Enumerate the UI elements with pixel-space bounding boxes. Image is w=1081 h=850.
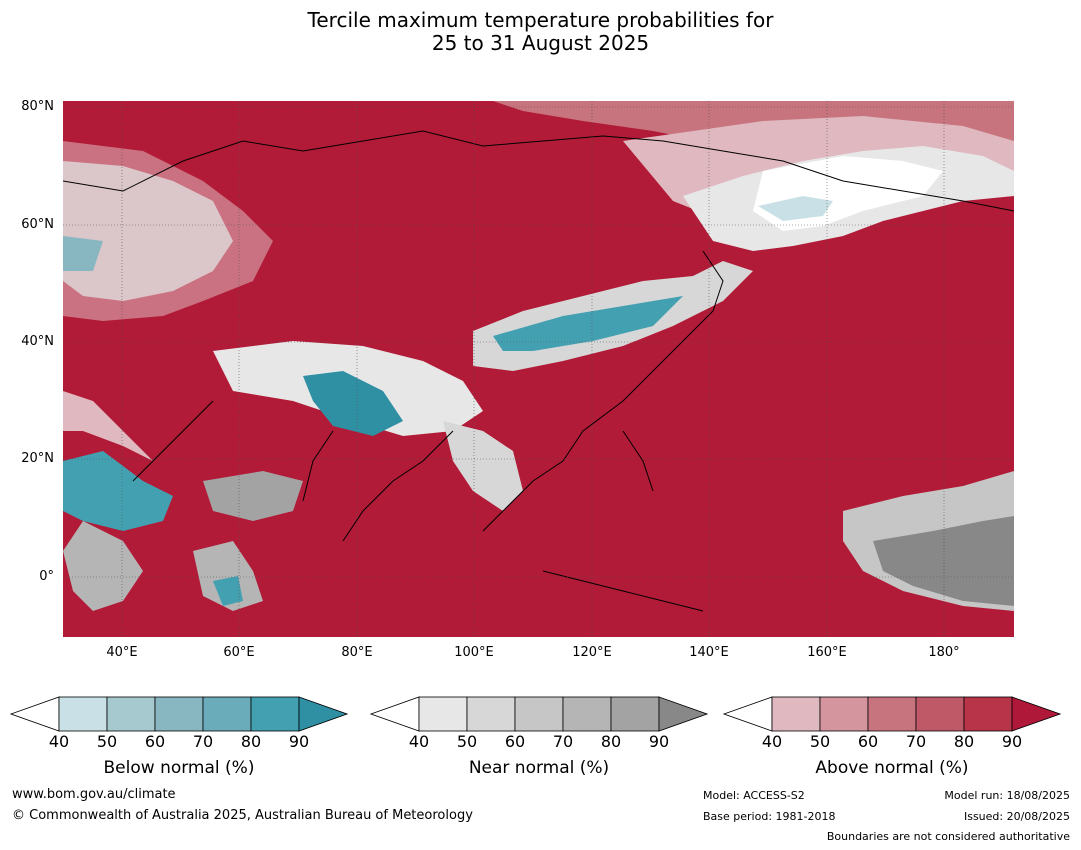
graticule: [63, 101, 1014, 637]
cb-below-seg-4: [202, 696, 252, 732]
model-text: Model: ACCESS-S2: [703, 789, 805, 802]
cb-above-seg-4: [915, 696, 965, 732]
lon-label-60e: 60°E: [223, 645, 255, 660]
copyright-text: © Commonwealth of Australia 2025, Austra…: [12, 808, 473, 823]
cb-near-seg-4: [562, 696, 612, 732]
issued-text: Issued: 20/08/2025: [963, 810, 1070, 823]
below-normal-mongolia: [493, 296, 683, 351]
colorbar-above-ticks: 40 50 60 70 80 90: [723, 732, 1061, 752]
probability-map: [63, 101, 1014, 637]
light-west-russia: [63, 141, 273, 321]
lat-label-80n: 80°N: [21, 99, 54, 114]
cb-above-seg-1: [771, 696, 821, 732]
cb-below-tick: 50: [96, 732, 118, 751]
colorbar-near-name: Near normal (%): [468, 758, 610, 778]
cb-above-tick: 50: [809, 732, 831, 751]
cb-below-tick: 60: [144, 732, 166, 751]
lon-label-160e: 160°E: [807, 645, 847, 660]
website-link[interactable]: www.bom.gov.au/climate: [12, 787, 176, 802]
cb-near-seg-6: [658, 696, 708, 732]
lon-label-100e: 100°E: [454, 645, 494, 660]
colorbar-above-normal: [723, 696, 1061, 732]
cb-above-seg-3: [867, 696, 917, 732]
base-period-text: Base period: 1981-2018: [703, 810, 836, 823]
disclaimer-text: Boundaries are not considered authoritat…: [826, 830, 1070, 843]
cb-above-seg-0: [723, 696, 773, 732]
cb-below-seg-3: [154, 696, 204, 732]
cb-below-tick: 80: [240, 732, 262, 751]
coastline-asia: [63, 130, 1014, 612]
cb-near-seg-1: [418, 696, 468, 732]
model-run-text: Model run: 18/08/2025: [944, 789, 1070, 802]
cb-above-tick: 70: [905, 732, 927, 751]
below-normal-arabia: [63, 451, 173, 531]
colorbar-below-ticks: 40 50 60 70 80 90: [10, 732, 348, 752]
cb-near-tick: 60: [504, 732, 526, 751]
colorbar-below-name: Below normal (%): [103, 758, 255, 778]
lat-label-20n: 20°N: [21, 451, 54, 466]
lon-label-180: 180°: [928, 645, 960, 660]
cb-near-tick: 90: [648, 732, 670, 751]
cb-near-tick: 50: [456, 732, 478, 751]
lat-label-60n: 60°N: [21, 217, 54, 232]
lon-label-120e: 120°E: [572, 645, 612, 660]
colorbar-below-normal: [10, 696, 348, 732]
near-normal-pacific-dark: [873, 516, 1014, 606]
cb-below-tick: 70: [192, 732, 214, 751]
cb-below-seg-1: [58, 696, 108, 732]
cb-near-tick: 40: [408, 732, 430, 751]
colorbar-near-normal-graphic: [370, 696, 708, 732]
cb-near-tick: 70: [552, 732, 574, 751]
near-normal-arabian-sea: [203, 471, 303, 521]
colorbar-near-ticks: 40 50 60 70 80 90: [370, 732, 708, 752]
cb-above-seg-6: [1011, 696, 1061, 732]
colorbar-above-normal-graphic: [723, 696, 1061, 732]
cb-near-seg-2: [466, 696, 516, 732]
lon-label-40e: 40°E: [106, 645, 138, 660]
cb-below-seg-5: [250, 696, 300, 732]
cb-near-tick: 80: [600, 732, 622, 751]
cb-above-tick: 90: [1001, 732, 1023, 751]
lat-label-0: 0°: [39, 569, 54, 584]
lon-label-80e: 80°E: [341, 645, 373, 660]
title-line-1: Tercile maximum temperature probabilitie…: [307, 8, 774, 32]
lon-label-140e: 140°E: [689, 645, 729, 660]
below-normal-west: [63, 236, 103, 271]
map-title: Tercile maximum temperature probabilitie…: [0, 9, 1081, 55]
title-line-2: 25 to 31 August 2025: [431, 31, 650, 55]
cb-near-seg-3: [514, 696, 564, 732]
near-normal-indochina: [443, 421, 523, 511]
cb-below-seg-2: [106, 696, 156, 732]
below-normal-siberia: [758, 196, 833, 221]
colorbar-near-normal: [370, 696, 708, 732]
lat-label-40n: 40°N: [21, 334, 54, 349]
cb-below-seg-6: [298, 696, 348, 732]
light-arabia: [63, 391, 153, 461]
near-normal-africa: [63, 521, 143, 611]
map-field: [63, 101, 1014, 637]
colorbar-below-normal-graphic: [10, 696, 348, 732]
cb-above-tick: 40: [761, 732, 783, 751]
below-normal-tibet: [303, 371, 403, 436]
cb-above-tick: 80: [953, 732, 975, 751]
below-normal-indian-ocean: [213, 576, 243, 606]
colorbar-above-name: Above normal (%): [815, 758, 969, 778]
cb-above-tick: 60: [857, 732, 879, 751]
cb-near-seg-5: [610, 696, 660, 732]
cb-near-seg-0: [370, 696, 420, 732]
cb-above-seg-2: [819, 696, 869, 732]
cb-below-seg-0: [10, 696, 60, 732]
cb-below-tick: 90: [288, 732, 310, 751]
cb-below-tick: 40: [48, 732, 70, 751]
cb-above-seg-5: [963, 696, 1013, 732]
near-normal-indian-ocean: [193, 541, 263, 611]
